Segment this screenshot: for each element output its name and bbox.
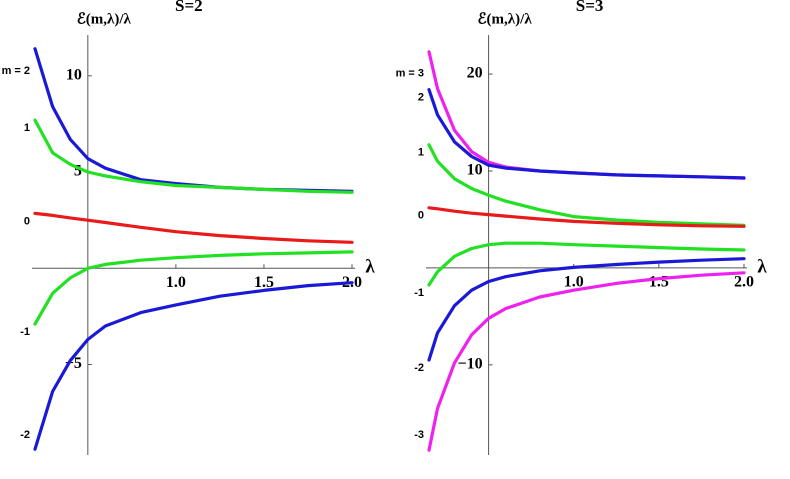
x-tick-label: 1.5 [649, 274, 669, 291]
series-line [33, 281, 354, 451]
series-line [33, 250, 354, 326]
series-label: m = 2 [2, 65, 30, 77]
series-line [33, 211, 354, 244]
x-tick-label: 2.0 [734, 274, 754, 291]
series-label: -1 [20, 326, 30, 338]
series-line [427, 206, 746, 228]
series-line [427, 88, 746, 180]
x-tick-label: 1.0 [166, 274, 186, 291]
y-tick-label: −10 [457, 356, 482, 373]
chart-title: S=2 [175, 0, 203, 15]
x-axis-label: λ [757, 256, 767, 277]
y-tick-label: 10 [467, 162, 483, 179]
series-label: -2 [414, 362, 424, 374]
series-label: -1 [414, 287, 424, 299]
y-axis-label: ℰ(m,λ)/λ [477, 11, 532, 27]
y-axis-label: ℰ(m,λ)/λ [77, 11, 132, 27]
series-label: -3 [414, 429, 424, 441]
x-tick-label: 1.5 [254, 274, 274, 291]
series-line [427, 271, 746, 452]
series-line [427, 257, 746, 362]
series-label: -2 [20, 429, 30, 441]
x-axis-label: λ [365, 257, 375, 278]
series-label: 0 [418, 210, 424, 222]
y-tick-label: −5 [65, 355, 82, 372]
series-line [427, 143, 746, 227]
chart-title: S=3 [576, 0, 604, 15]
series-label: m = 3 [396, 68, 424, 80]
x-tick-label: 1.0 [564, 274, 584, 291]
series-line [427, 241, 746, 287]
y-tick-label: 20 [467, 65, 483, 82]
series-label: 1 [24, 122, 30, 134]
series-label: 1 [418, 147, 424, 159]
series-line [33, 118, 354, 194]
series-label: 2 [418, 91, 424, 103]
y-tick-label: 5 [74, 163, 82, 180]
series-label: 0 [24, 215, 30, 227]
y-tick-label: 10 [66, 66, 82, 83]
